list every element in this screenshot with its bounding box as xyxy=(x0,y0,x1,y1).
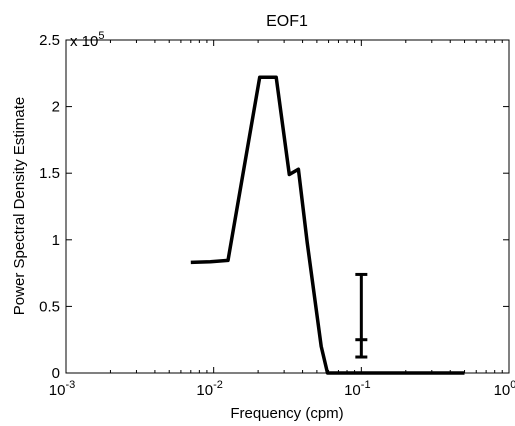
error-bar-layer xyxy=(355,272,368,359)
x-tick-label: 100 xyxy=(494,379,515,399)
y-multiplier-label: x 105 xyxy=(70,30,104,50)
y-tick-label: 1.5 xyxy=(39,165,60,182)
y-tick-label: 1 xyxy=(52,232,60,249)
x-tick-label: 10-3 xyxy=(49,379,75,399)
y-tick-label: 2 xyxy=(52,99,60,116)
series-layer xyxy=(190,75,465,375)
y-tick-label: 0.5 xyxy=(39,298,60,315)
y-tick-label: 2.5 xyxy=(39,32,60,49)
chart-title: EOF1 xyxy=(266,13,308,30)
x-axis-label: Frequency (cpm) xyxy=(230,405,343,422)
y-axis-label: Power Spectral Density Estimate xyxy=(11,97,28,315)
psd-series-line xyxy=(190,75,465,375)
x-tick-label: 10-1 xyxy=(344,379,370,399)
y-tick-label: 0 xyxy=(52,365,60,382)
plot-area xyxy=(65,39,510,374)
axis-ticks: 0 0.5 1 1.5 2 2.5 10-3 10-2 10-1 100 xyxy=(39,32,515,399)
x-tick-label: 10-2 xyxy=(196,379,222,399)
